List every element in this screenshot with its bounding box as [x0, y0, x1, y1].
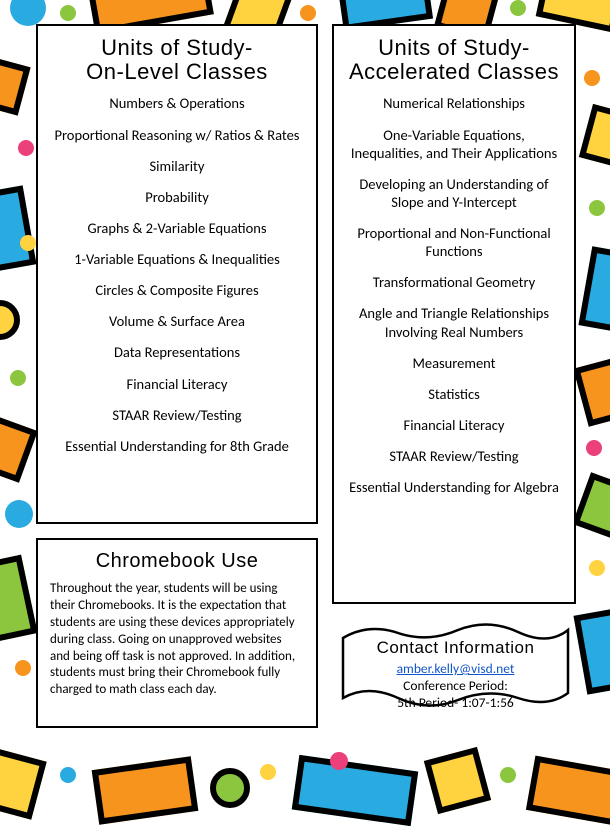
list-item: One-Variable Equations, Inequalities, an…	[346, 126, 562, 162]
accelerated-units-box: Units of Study- Accelerated Classes Nume…	[332, 24, 576, 604]
list-item: Graphs & 2-Variable Equations	[50, 219, 304, 237]
contact-conference-time: 5th Period- 1:07-1:56	[338, 694, 573, 711]
list-item: Data Representations	[50, 343, 304, 361]
list-item: Numbers & Operations	[50, 94, 304, 112]
list-item: Angle and Triangle Relationships Involvi…	[346, 304, 562, 340]
on-level-list: Numbers & Operations Proportional Reasoni…	[50, 94, 304, 455]
list-item: Developing an Understanding of Slope and…	[346, 175, 562, 211]
title-line: On-Level Classes	[50, 60, 304, 84]
title-line: Accelerated Classes	[346, 60, 562, 84]
list-item: Proportional and Non-Functional Function…	[346, 224, 562, 260]
on-level-units-box: Units of Study- On-Level Classes Numbers…	[36, 24, 318, 524]
list-item: Financial Literacy	[50, 375, 304, 393]
list-item: Transformational Geometry	[346, 273, 562, 291]
title-line: Units of Study-	[346, 36, 562, 60]
list-item: Similarity	[50, 157, 304, 175]
list-item: Statistics	[346, 385, 562, 403]
list-item: STAAR Review/Testing	[346, 447, 562, 465]
list-item: Financial Literacy	[346, 416, 562, 434]
list-item: Essential Understanding for Algebra	[346, 478, 562, 496]
accelerated-list: Numerical Relationships One-Variable Equa…	[346, 94, 562, 496]
chromebook-title: Chromebook Use	[50, 550, 304, 573]
contact-title: Contact Information	[338, 638, 573, 658]
on-level-title: Units of Study- On-Level Classes	[50, 36, 304, 84]
chromebook-box: Chromebook Use Throughout the year, stud…	[36, 538, 318, 728]
title-line: Units of Study-	[50, 36, 304, 60]
list-item: STAAR Review/Testing	[50, 406, 304, 424]
chromebook-body: Throughout the year, students will be us…	[50, 581, 304, 699]
list-item: Proportional Reasoning w/ Ratios & Rates	[50, 126, 304, 144]
accelerated-title: Units of Study- Accelerated Classes	[346, 36, 562, 84]
contact-email-link[interactable]: amber.kelly@visd.net	[338, 660, 573, 677]
list-item: Probability	[50, 188, 304, 206]
list-item: Circles & Composite Figures	[50, 281, 304, 299]
list-item: Numerical Relationships	[346, 94, 562, 112]
contact-banner: Contact Information amber.kelly@visd.net…	[338, 618, 573, 713]
contact-conference-label: Conference Period:	[338, 677, 573, 694]
list-item: 1-Variable Equations & Inequalities	[50, 250, 304, 268]
list-item: Essential Understanding for 8th Grade	[50, 437, 304, 455]
list-item: Measurement	[346, 354, 562, 372]
list-item: Volume & Surface Area	[50, 312, 304, 330]
